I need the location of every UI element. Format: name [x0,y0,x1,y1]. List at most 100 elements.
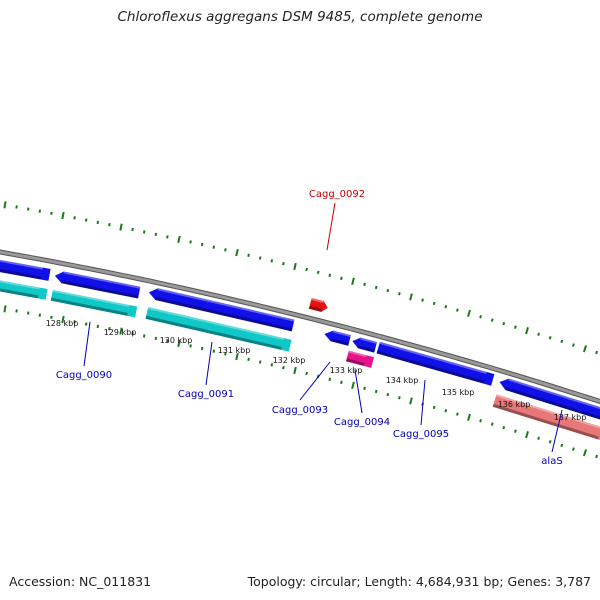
tick-mark [456,308,459,312]
tick-mark [166,339,169,343]
kbp-label: 129 kbp [104,328,137,337]
tick-mark [537,332,540,336]
cds-feature [499,378,600,422]
tick-mark [235,248,239,257]
tick-mark [154,336,158,341]
kbp-label: 137 kbp [554,413,587,422]
tick-mark [3,305,7,313]
kbp-label: 135 kbp [442,388,475,397]
tick-mark [340,276,343,281]
cds-feature [148,288,295,332]
tick-mark [247,253,250,257]
tick-mark [328,273,332,278]
tick-mark [305,267,308,272]
gene-leader-line [551,409,563,453]
tick-marks [3,201,599,459]
tick-mark [490,318,494,322]
tick-mark [582,345,588,353]
tick-mark [258,256,262,260]
tick-mark [560,443,564,448]
tick-mark [595,350,599,355]
tick-mark [467,309,471,317]
tick-mark [582,449,588,457]
tick-mark [142,230,146,234]
tick-mark [351,277,355,285]
tick-mark [421,298,424,302]
tick-mark [154,232,158,237]
kbp-labels: 128 kbp 129 kbp 130 kbp 131 kbp 132 kbp 133 k… [46,319,587,422]
tick-mark [293,366,297,375]
tick-mark [514,325,517,329]
kbp-label: 130 kbp [160,336,193,345]
gene-label-cagg_0093: Cagg_0093 [272,405,328,416]
tick-mark [200,242,204,247]
tick-mark [50,315,53,320]
cds-feature [352,337,378,353]
cds-feature [50,289,138,318]
tick-mark [166,235,169,239]
tick-mark [224,248,227,252]
tick-mark [270,363,274,367]
cds-feature [324,330,351,346]
kbp-label: 128 kbp [46,319,79,328]
kbp-label: 133 kbp [330,366,363,375]
genome-title: Chloroflexus aggregans DSM 9485, complet… [117,9,483,25]
tick-mark [386,392,390,397]
gene-label-cagg_0092: Cagg_0092 [309,189,365,200]
tick-mark [398,396,401,400]
highlight-cds-feature [308,298,328,312]
tick-mark [212,349,216,353]
kbp-label: 134 kbp [386,376,419,385]
tick-mark [514,429,517,433]
tick-mark [444,409,448,413]
rna-feature [492,394,600,442]
tick-mark [490,422,494,426]
tick-mark [571,447,575,451]
backbone-highlight [0,250,600,404]
tick-mark [351,381,355,389]
cds-feature [54,271,141,299]
tick-mark [73,320,76,324]
gene-leader-line [205,341,213,386]
tick-mark [398,292,401,296]
tick-mark [467,413,471,421]
cds-feature [0,258,51,281]
gene-leader-line [420,379,426,426]
tick-mark [177,235,181,244]
tick-mark [258,360,262,364]
tick-mark [571,343,575,347]
tick-mark [363,386,366,391]
tick-mark [224,352,227,356]
gene-label-cagg_0091: Cagg_0091 [178,389,234,400]
tick-mark [363,282,366,287]
tick-mark [50,211,53,216]
tick-mark [108,223,111,227]
tick-mark [548,440,552,444]
tick-mark [328,377,332,382]
tick-mark [316,270,320,275]
gene-leader-line [299,361,331,401]
tick-mark [479,419,482,423]
tick-mark [38,209,42,213]
kbp-label: 132 kbp [273,356,306,365]
tick-mark [73,216,76,220]
tick-mark [409,397,413,405]
tick-mark [282,365,285,370]
cds-feature [376,341,495,386]
tick-mark [15,309,18,313]
tick-mark [200,346,204,351]
tick-mark [282,261,285,266]
tick-mark [189,240,192,244]
tick-mark [96,220,100,225]
gene-features [0,258,600,442]
tick-mark [61,211,65,220]
tick-mark [3,201,7,209]
tick-mark [270,259,274,263]
tick-mark [15,205,18,209]
tick-mark [131,227,134,232]
tick-mark [502,321,506,326]
tick-mark [409,293,413,301]
genome-summary-text: Topology: circular; Length: 4,684,931 bp… [247,574,591,589]
